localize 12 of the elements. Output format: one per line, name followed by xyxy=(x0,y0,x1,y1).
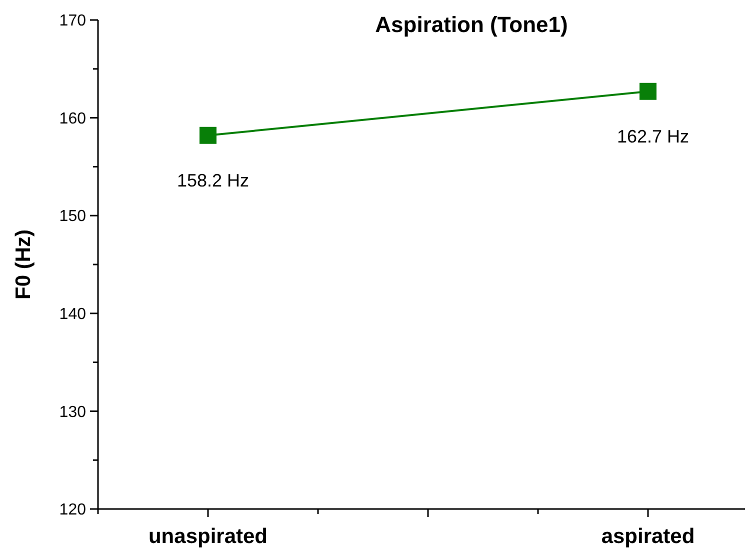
y-axis-title: F0 (Hz) xyxy=(12,230,35,300)
y-tick-label: 160 xyxy=(59,110,86,128)
x-tick-label: aspirated xyxy=(601,525,695,548)
y-tick-label: 170 xyxy=(59,12,86,30)
chart-title: Aspiration (Tone1) xyxy=(375,12,568,37)
y-tick-label: 140 xyxy=(59,306,86,323)
y-tick-label: 120 xyxy=(59,502,86,519)
y-tick-label: 150 xyxy=(59,208,86,226)
x-tick-label: unaspirated xyxy=(148,525,268,548)
data-label: 158.2 Hz xyxy=(176,170,250,190)
data-label: 162.7 Hz xyxy=(616,126,690,146)
y-tick-label: 130 xyxy=(59,404,86,421)
